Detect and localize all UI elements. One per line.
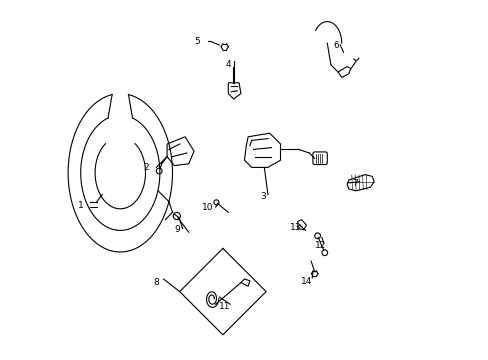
Text: 7: 7 xyxy=(352,179,358,188)
Text: 1: 1 xyxy=(78,201,83,210)
Text: 14: 14 xyxy=(300,277,311,286)
Text: 12: 12 xyxy=(314,241,326,250)
Text: 6: 6 xyxy=(332,41,338,50)
Text: 8: 8 xyxy=(153,278,159,287)
Text: 4: 4 xyxy=(224,60,230,69)
Text: 2: 2 xyxy=(143,163,149,172)
Text: 5: 5 xyxy=(194,37,200,46)
Text: 10: 10 xyxy=(202,202,213,212)
Text: 9: 9 xyxy=(174,225,179,234)
Text: 3: 3 xyxy=(260,192,266,201)
Text: 13: 13 xyxy=(289,223,301,232)
Text: 11: 11 xyxy=(219,302,230,311)
